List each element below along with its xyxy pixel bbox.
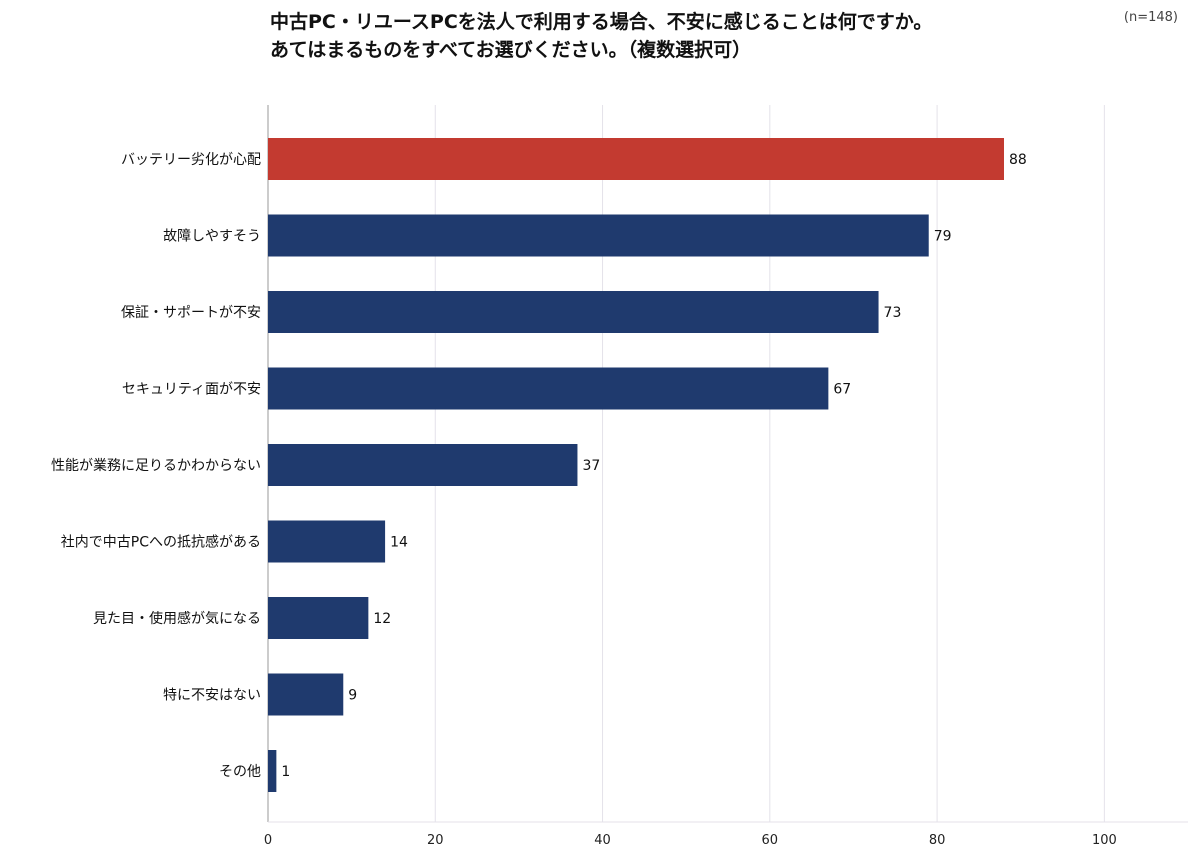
value-label: 37 — [582, 458, 600, 474]
category-label: セキュリティ面が不安 — [122, 382, 261, 398]
category-label: 社内で中古PCへの抵抗感がある — [61, 534, 261, 551]
value-label: 14 — [390, 535, 408, 551]
category-label: 保証・サポートが不安 — [121, 305, 261, 321]
x-tick-label: 80 — [929, 833, 946, 848]
bar — [268, 367, 829, 410]
bar — [268, 673, 344, 716]
category-label: 性能が業務に足りるかわからない — [51, 458, 261, 474]
bar — [268, 750, 277, 792]
chart-title-line1: 中古PC・リユースPCを法人で利用する場合、不安に感じることは何ですか。 — [270, 11, 933, 33]
value-label: 1 — [281, 764, 290, 780]
bar — [268, 214, 929, 257]
value-label: 67 — [833, 382, 851, 398]
value-labels: 88 79 73 67 37 14 12 9 1 — [281, 152, 1026, 780]
value-label: 88 — [1009, 152, 1027, 168]
value-label: 79 — [934, 229, 952, 245]
bar — [268, 138, 1004, 180]
value-label: 12 — [373, 611, 391, 627]
category-labels: バッテリー劣化が心配故障しやすそう保証・サポートが不安セキュリティ面が不安性能が… — [51, 152, 261, 780]
bar — [268, 291, 879, 333]
bar — [268, 597, 369, 639]
sample-size-note: (n=148) — [1123, 10, 1178, 25]
category-label: 故障しやすそう — [163, 229, 261, 245]
x-tick-label: 100 — [1092, 833, 1117, 848]
x-axis-ticks: 0 20 40 60 80 100 — [264, 833, 1117, 848]
x-tick-label: 0 — [264, 833, 272, 848]
bars — [268, 138, 1004, 792]
x-tick-label: 40 — [594, 833, 611, 848]
category-label: 見た目・使用感が気になる — [93, 610, 261, 627]
bar — [268, 444, 578, 486]
x-tick-label: 60 — [762, 833, 779, 848]
bar — [268, 520, 386, 563]
category-label: 特に不安はない — [163, 688, 261, 704]
category-label: その他 — [219, 764, 261, 780]
category-label: バッテリー劣化が心配 — [121, 152, 261, 168]
value-label: 9 — [348, 688, 357, 704]
x-tick-label: 20 — [427, 833, 444, 848]
value-label: 73 — [884, 305, 902, 321]
chart-title-line2: あてはまるものをすべてお選びください。（複数選択可） — [270, 39, 752, 61]
chart-title: 中古PC・リユースPCを法人で利用する場合、不安に感じることは何ですか。 あては… — [270, 8, 932, 64]
